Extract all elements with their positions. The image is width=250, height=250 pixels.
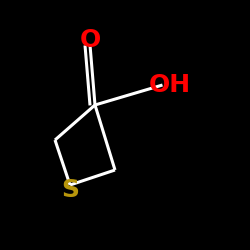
- Text: S: S: [61, 178, 79, 202]
- Text: O: O: [80, 28, 100, 52]
- Text: OH: OH: [149, 73, 191, 97]
